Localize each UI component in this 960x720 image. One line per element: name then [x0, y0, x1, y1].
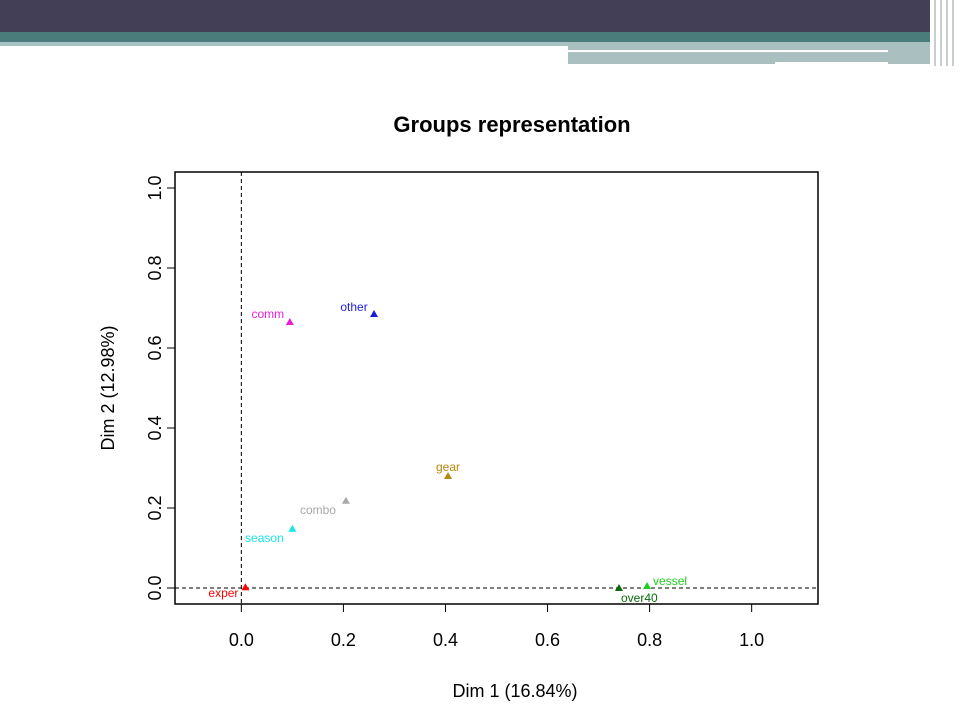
y-tick-label: 0.2 — [145, 495, 165, 520]
point-marker-combo — [341, 496, 350, 504]
x-tick-label: 0.8 — [637, 630, 662, 650]
y-axis: 0.0 0.2 0.4 0.6 0.8 1.0 — [145, 175, 176, 601]
y-tick-label: 0.6 — [145, 335, 165, 360]
point-marker-over40 — [614, 584, 623, 591]
data-points: exper comm other gear combo season vessel over4… — [208, 300, 687, 605]
y-tick-label: 1.0 — [145, 175, 165, 200]
x-tick-label: 0.2 — [331, 630, 356, 650]
point-marker-vessel — [643, 582, 652, 589]
header-divider-line-2 — [775, 62, 888, 64]
point-label-over40: over40 — [621, 591, 658, 605]
x-tick-label: 0.6 — [535, 630, 560, 650]
x-tick-label: 0.0 — [229, 630, 254, 650]
point-label-combo: combo — [300, 503, 336, 517]
point-label-gear: gear — [436, 460, 460, 474]
y-axis-label: Dim 2 (12.98%) — [98, 325, 118, 450]
point-marker-exper — [241, 583, 250, 591]
header-light-bar — [0, 42, 568, 46]
point-label-vessel: vessel — [653, 574, 687, 588]
y-tick-label: 0.8 — [145, 255, 165, 280]
y-tick-label: 0.0 — [145, 575, 165, 600]
corner-decoration — [930, 0, 960, 66]
header-right-block — [568, 42, 930, 64]
y-tick-label: 0.4 — [145, 415, 165, 440]
point-marker-gear — [444, 472, 453, 479]
header-accent-bar — [0, 32, 930, 42]
reference-lines — [175, 172, 818, 604]
point-label-season: season — [245, 531, 284, 545]
x-axis: 0.0 0.2 0.4 0.6 0.8 1.0 — [229, 603, 764, 650]
point-label-exper: exper — [208, 586, 238, 600]
point-marker-season — [288, 524, 297, 532]
header-divider-line — [568, 50, 888, 52]
x-tick-label: 0.4 — [433, 630, 458, 650]
point-label-other: other — [340, 300, 367, 314]
chart-title: Groups representation — [393, 112, 630, 137]
point-label-comm: comm — [251, 307, 284, 321]
header-band — [0, 0, 930, 32]
point-marker-other — [370, 310, 379, 317]
x-tick-label: 1.0 — [739, 630, 764, 650]
point-marker-comm — [285, 318, 294, 325]
x-axis-label: Dim 1 (16.84%) — [452, 681, 577, 701]
